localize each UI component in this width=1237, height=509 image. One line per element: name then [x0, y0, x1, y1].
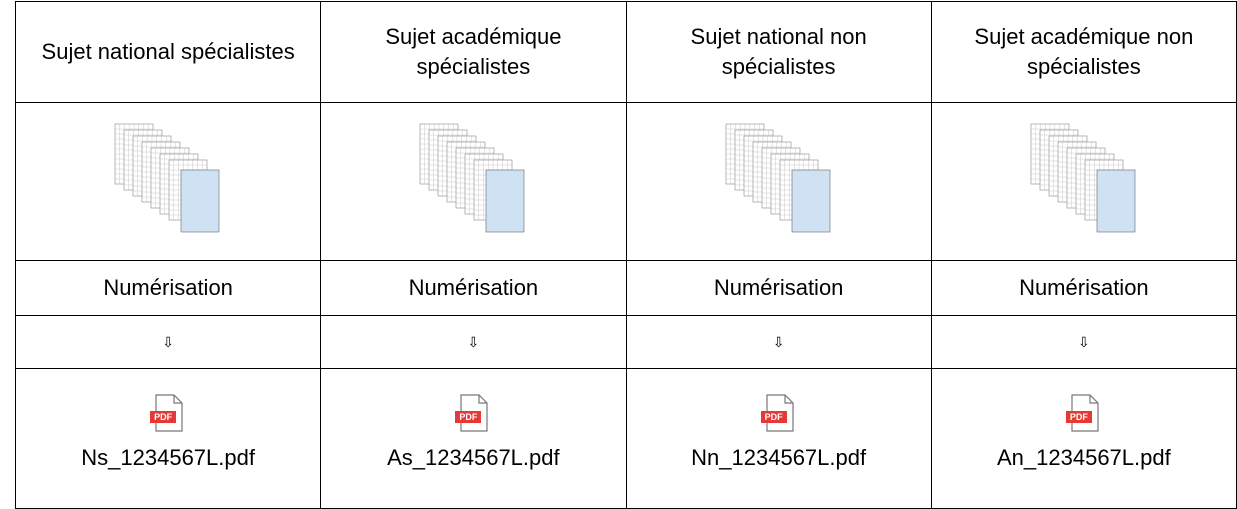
file-cell: PDF Nn_1234567L.pdf — [626, 369, 932, 509]
step-cell: Numérisation — [321, 261, 627, 316]
paper-stack — [1030, 123, 1136, 232]
arrow-cell: ⇩ — [321, 316, 627, 369]
file-cell: PDF An_1234567L.pdf — [931, 369, 1237, 509]
step-text: Numérisation — [713, 275, 844, 300]
arrow: ⇩ — [162, 333, 174, 350]
pdf-label: PDF — [459, 412, 478, 422]
pdf-icon: PDF — [451, 391, 495, 435]
file-cell: PDF Ns_1234567L.pdf — [16, 369, 322, 509]
pdf-label: PDF — [764, 412, 783, 422]
step-text: Numérisation — [103, 275, 233, 300]
step-cell: Numérisation — [931, 261, 1237, 316]
step-cell: Numérisation — [626, 261, 932, 316]
file-cell: PDF As_1234567L.pdf — [321, 369, 627, 509]
arrow: ⇩ — [467, 333, 480, 350]
step-text: Numérisation — [1019, 275, 1149, 300]
arrow: ⇩ — [772, 333, 785, 350]
file-name: An_1234567L.pdf — [997, 445, 1171, 470]
file-name: Ns_1234567L.pdf — [81, 445, 255, 470]
paper-stack — [725, 123, 830, 232]
header-text: Sujet académique non spécialistes — [974, 24, 1194, 79]
step-cell: Numérisation — [16, 261, 322, 316]
image-cell — [626, 103, 932, 261]
pdf-icon: PDF — [146, 391, 190, 435]
arrow: ⇩ — [1078, 333, 1090, 350]
header-cell: Sujet national spécialistes — [16, 2, 322, 103]
header-text: Sujet académique spécialistes — [385, 24, 562, 79]
arrow-cell: ⇩ — [16, 316, 322, 369]
step-text: Numérisation — [408, 275, 539, 300]
image-cell — [931, 103, 1237, 261]
table: Sujet national spécialistes Sujet académi… — [15, 1, 1237, 509]
image-cell — [16, 103, 322, 261]
arrow-cell: ⇩ — [931, 316, 1237, 369]
header-text: Sujet national spécialistes — [41, 39, 295, 64]
pdf-label: PDF — [154, 412, 173, 422]
page: Sujet national spécialistes Sujet académi… — [15, 1, 1237, 509]
file-name: As_1234567L.pdf — [387, 445, 560, 470]
paper-stack — [114, 123, 220, 232]
pdf-label: PDF — [1069, 412, 1088, 422]
pdf-icon: PDF — [757, 391, 801, 435]
image-cell — [321, 103, 627, 261]
header-text: Sujet national non spécialistes — [690, 24, 867, 79]
file-name: Nn_1234567L.pdf — [691, 445, 867, 470]
pdf-icon: PDF — [1062, 391, 1106, 435]
paper-stack — [420, 123, 525, 232]
header-cell: Sujet académique spécialistes — [321, 2, 627, 103]
arrow-cell: ⇩ — [626, 316, 932, 369]
header-cell: Sujet académique non spécialistes — [931, 2, 1237, 103]
header-cell: Sujet national non spécialistes — [626, 2, 932, 103]
